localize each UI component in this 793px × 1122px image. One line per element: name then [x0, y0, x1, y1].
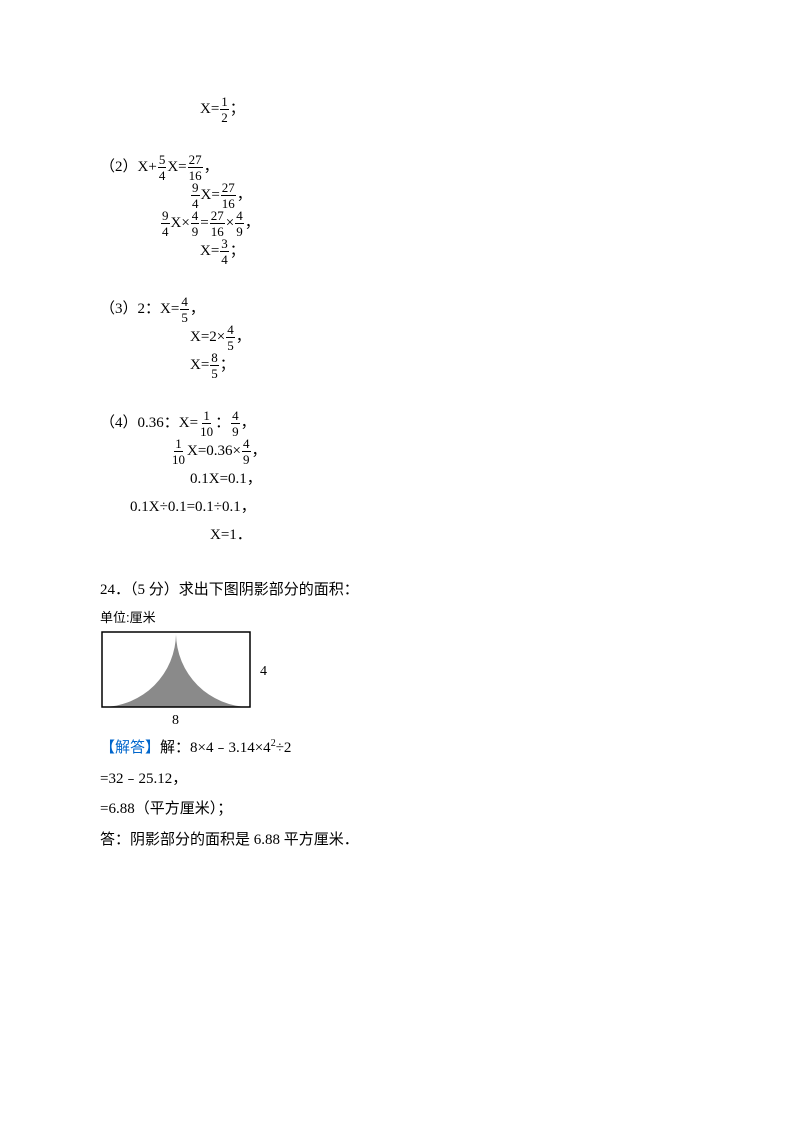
- fraction: 110: [199, 409, 214, 438]
- text: ：: [215, 412, 230, 435]
- fraction: 49: [191, 209, 200, 238]
- eq3-line3: X= 85 ；: [190, 351, 703, 379]
- q24-sol2: =32﹣25.12，: [100, 768, 703, 791]
- text: =: [200, 212, 208, 235]
- text: ，: [236, 326, 251, 349]
- text: ；: [230, 240, 245, 263]
- dim-h-label: 4: [260, 664, 267, 679]
- text: X=: [200, 240, 219, 263]
- text: ，: [252, 440, 267, 463]
- eq1-line1: X= 12 ；: [200, 95, 703, 123]
- eq4-line4: 0.1X÷0.1=0.1÷0.1，: [130, 493, 703, 521]
- q24-diagram: 4 8: [100, 630, 703, 730]
- eq4-line5: X=1．: [210, 521, 703, 549]
- eq3-line2: X=2× 45 ，: [190, 323, 703, 351]
- eq4-line3: 0.1X=0.1，: [190, 465, 703, 493]
- text: X=: [201, 184, 220, 207]
- text: ，: [245, 212, 260, 235]
- fraction: 45: [180, 295, 189, 324]
- fraction: 45: [226, 323, 235, 352]
- answer-label: 【解答】: [100, 740, 160, 756]
- fraction: 49: [235, 209, 244, 238]
- fraction: 2716: [210, 209, 225, 238]
- text: 0.1X÷0.1=0.1÷0.1，: [130, 496, 256, 519]
- q24-sol3: =6.88（平方厘米）；: [100, 798, 703, 821]
- text: ，: [190, 298, 205, 321]
- eq4-line2: 110 X=0.36× 49 ，: [170, 437, 703, 465]
- label: （2）: [100, 156, 138, 179]
- q24-problem: 24．（5 分）求出下图阴影部分的面积：: [100, 579, 703, 602]
- fraction: 94: [161, 209, 170, 238]
- fraction: 85: [210, 351, 219, 380]
- text: X=: [190, 354, 209, 377]
- fraction: 34: [220, 237, 229, 266]
- text: ，: [241, 412, 256, 435]
- text: X×: [171, 212, 190, 235]
- eq3-line1: （3） 2：X= 45 ，: [100, 295, 703, 323]
- label: （3）: [100, 298, 138, 321]
- dim-w-label: 8: [172, 713, 179, 728]
- text: X=: [200, 98, 219, 121]
- text: X=: [167, 156, 186, 179]
- q24-sol4: 答：阴影部分的面积是 6.88 平方厘米．: [100, 829, 703, 852]
- text: ；: [220, 354, 235, 377]
- eq4-line1: （4） 0.36：X= 110 ： 49 ，: [100, 409, 703, 437]
- fraction: 94: [191, 181, 200, 210]
- text: ，: [204, 156, 219, 179]
- text: X+: [138, 156, 157, 179]
- fraction: 49: [242, 437, 251, 466]
- fraction: 110: [171, 437, 186, 466]
- fraction: 2716: [221, 181, 236, 210]
- label: （4）: [100, 412, 138, 435]
- text: X=2×: [190, 326, 225, 349]
- fraction: 49: [231, 409, 240, 438]
- text: 0.1X=0.1，: [190, 468, 262, 491]
- eq2-line3: 94 X× 49 = 2716 × 49 ，: [160, 209, 703, 237]
- text: X=1．: [210, 524, 252, 547]
- text: ×: [226, 212, 234, 235]
- text: ；: [230, 98, 245, 121]
- fraction: 2716: [188, 153, 203, 182]
- diagram-svg: 4 8: [100, 630, 278, 730]
- q24-sol1: 【解答】解：8×4﹣3.14×42÷2: [100, 736, 703, 760]
- fraction: 54: [158, 153, 167, 182]
- text: ，: [237, 184, 252, 207]
- eq2-line2: 94 X= 2716 ，: [190, 181, 703, 209]
- fraction: 12: [220, 95, 229, 124]
- eq2-line4: X= 34 ；: [200, 237, 703, 265]
- eq2-line1: （2） X+ 54 X= 2716 ，: [100, 153, 703, 181]
- text: X=0.36×: [187, 440, 241, 463]
- text: 2：X=: [138, 298, 180, 321]
- q24-unit-label: 单位:厘米: [100, 608, 703, 628]
- text: 0.36：X=: [138, 412, 199, 435]
